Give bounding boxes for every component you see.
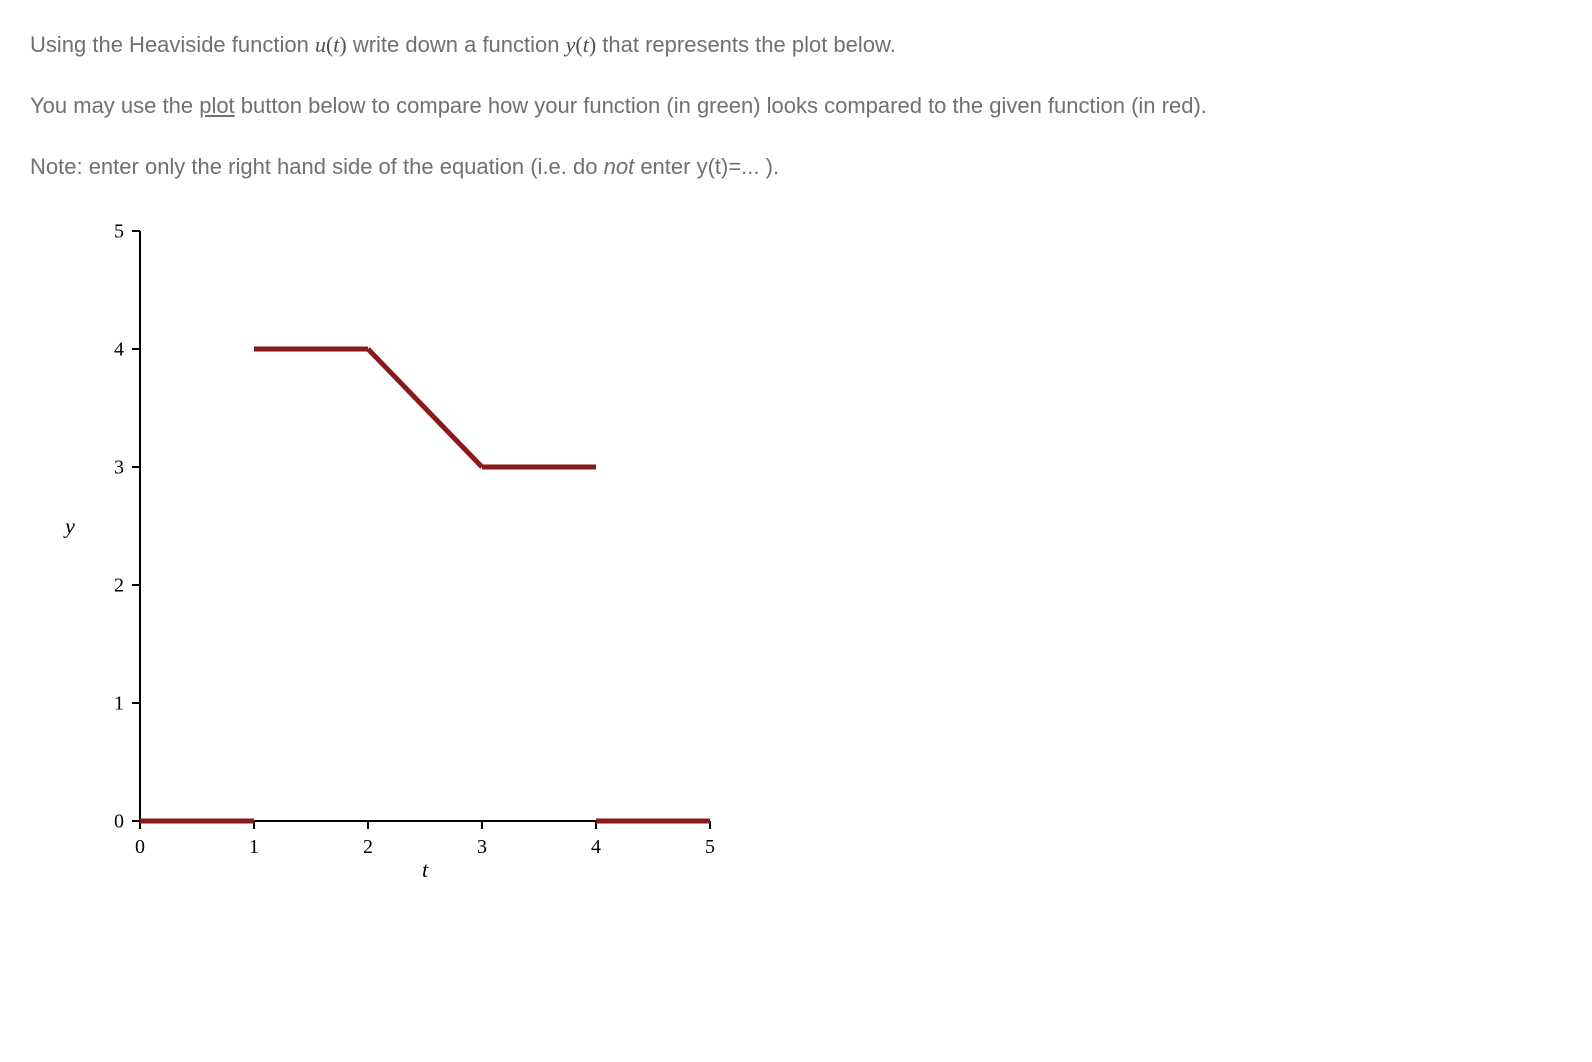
math-u: u	[315, 32, 326, 57]
instruction-line-3: Note: enter only the right hand side of …	[30, 150, 1562, 183]
svg-text:5: 5	[705, 836, 715, 858]
not-emphasis: not	[604, 154, 635, 179]
svg-text:3: 3	[114, 457, 124, 479]
svg-text:2: 2	[363, 836, 373, 858]
chart-container: 0 1 2 3 4 5 0 1 2 3 4 5 t y	[50, 211, 1562, 896]
svg-text:y: y	[63, 513, 75, 538]
plot-button-ref: plot	[199, 93, 234, 118]
math-paren: )	[339, 32, 346, 57]
text: that represents the plot below.	[596, 32, 896, 57]
text: button below to compare how your functio…	[235, 93, 1207, 118]
svg-text:1: 1	[114, 693, 124, 715]
svg-text:4: 4	[591, 836, 601, 858]
math-y: y	[566, 32, 576, 57]
svg-text:0: 0	[135, 836, 145, 858]
text: write down a function	[347, 32, 566, 57]
svg-text:2: 2	[114, 575, 124, 597]
svg-text:0: 0	[114, 811, 124, 833]
heaviside-plot: 0 1 2 3 4 5 0 1 2 3 4 5 t y	[50, 211, 730, 891]
math-paren: (	[575, 32, 582, 57]
instruction-line-2: You may use the plot button below to com…	[30, 89, 1562, 122]
instruction-line-1: Using the Heaviside function u(t) write …	[30, 28, 1562, 61]
text: You may use the	[30, 93, 199, 118]
svg-text:4: 4	[114, 339, 124, 361]
svg-text:t: t	[422, 857, 429, 882]
text: Note: enter only the right hand side of …	[30, 154, 604, 179]
svg-text:1: 1	[249, 836, 259, 858]
svg-text:3: 3	[477, 836, 487, 858]
page-container: Using the Heaviside function u ( t) write …	[0, 0, 1592, 924]
svg-text:5: 5	[114, 221, 124, 243]
text: enter y(t)=... ).	[634, 154, 779, 179]
text: Using the Heaviside function	[30, 32, 315, 57]
